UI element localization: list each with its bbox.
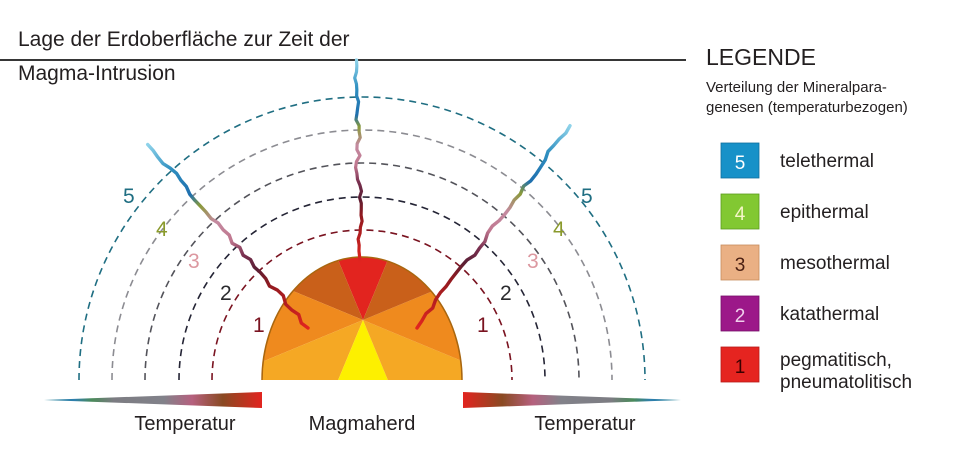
svg-text:pegmatitisch,: pegmatitisch, [780, 350, 892, 371]
svg-text:genesen (temperaturbezogen): genesen (temperaturbezogen) [706, 99, 908, 116]
svg-text:Verteilung der Mineralpara-: Verteilung der Mineralpara- [706, 79, 887, 96]
svg-text:2: 2 [735, 306, 746, 327]
svg-text:2: 2 [220, 282, 232, 305]
svg-text:5: 5 [581, 185, 593, 208]
svg-text:4: 4 [553, 218, 565, 241]
svg-text:2: 2 [500, 282, 512, 305]
svg-text:Temperatur: Temperatur [534, 413, 635, 435]
svg-text:4: 4 [156, 218, 168, 241]
svg-text:4: 4 [735, 204, 746, 225]
svg-text:5: 5 [123, 185, 135, 208]
svg-text:epithermal: epithermal [780, 202, 869, 223]
svg-text:Magmaherd: Magmaherd [309, 413, 416, 435]
svg-text:3: 3 [527, 250, 539, 273]
svg-text:1: 1 [253, 314, 265, 337]
svg-text:Lage der Erdoberfläche zur Zei: Lage der Erdoberfläche zur Zeit der [18, 28, 350, 51]
svg-text:mesothermal: mesothermal [780, 253, 890, 274]
svg-text:1: 1 [735, 357, 746, 378]
svg-text:5: 5 [735, 153, 746, 174]
svg-text:3: 3 [735, 255, 746, 276]
svg-text:Magma-Intrusion: Magma-Intrusion [18, 62, 176, 85]
svg-text:katathermal: katathermal [780, 304, 879, 325]
svg-text:Temperatur: Temperatur [134, 413, 235, 435]
svg-text:pneumatolitisch: pneumatolitisch [780, 372, 912, 393]
svg-text:3: 3 [188, 250, 200, 273]
svg-text:1: 1 [477, 314, 489, 337]
svg-text:telethermal: telethermal [780, 151, 874, 172]
svg-text:LEGENDE: LEGENDE [706, 44, 816, 70]
